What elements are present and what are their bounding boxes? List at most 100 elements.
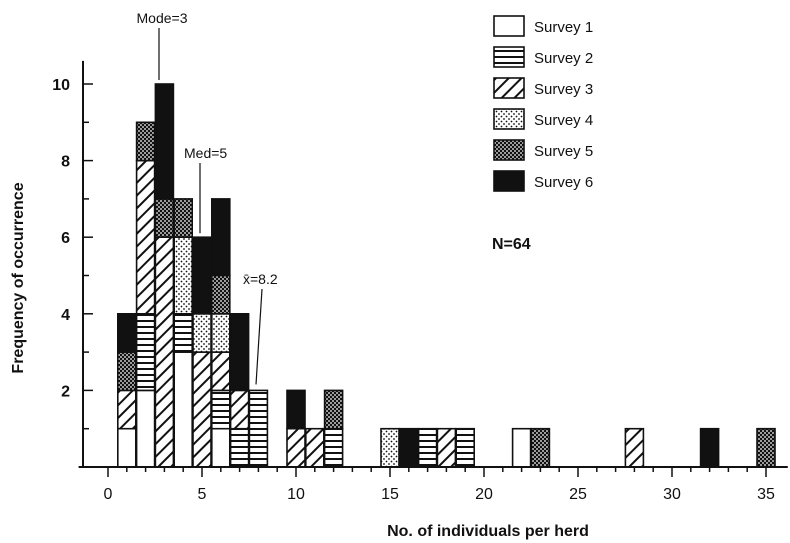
y-tick-label: 8 [61, 154, 70, 171]
bar-segment-survey-6 [229, 312, 250, 392]
bar-x-7 [229, 312, 250, 468]
bar-segment-survey-6 [154, 83, 175, 200]
legend-swatch [493, 15, 525, 37]
bar-segment-survey-1 [135, 389, 156, 468]
bar-x-23 [530, 427, 551, 468]
y-tick-label: 10 [52, 77, 70, 94]
legend-item-survey-5: Survey 5 [493, 139, 593, 161]
bar-x-8 [248, 389, 269, 468]
bar-segment-survey-6 [286, 389, 306, 430]
bar-x-3 [154, 83, 175, 468]
bar-segment-survey-4 [173, 236, 193, 315]
x-tick-label: 0 [104, 486, 113, 503]
bar-segment-survey-2 [229, 427, 250, 468]
bar-segment-survey-5 [173, 198, 193, 238]
bar-segment-survey-2 [173, 312, 193, 353]
y-tick-label: 4 [61, 307, 70, 324]
mode-annotation: Mode=3 [137, 10, 188, 26]
legend-item-survey-1: Survey 1 [493, 15, 593, 37]
bar-segment-survey-3 [436, 427, 457, 468]
bar-x-16 [398, 427, 419, 468]
bar-x-19 [455, 427, 476, 468]
median-annotation: Med=5 [184, 145, 227, 161]
bar-segment-survey-6 [211, 198, 231, 277]
legend: Survey 1 Survey 2 Survey 3 Survey 4 Survey 5… [493, 15, 593, 192]
x-tick-label: 10 [287, 486, 305, 503]
annotations-layer: Mode=3 Med=5 x̄=8.2 N=64 [137, 10, 531, 385]
legend-swatch [493, 46, 525, 68]
legend-item-survey-4: Survey 4 [493, 108, 593, 130]
bar-x-10 [286, 389, 306, 468]
bar-x-28 [624, 427, 645, 468]
bar-x-35 [756, 427, 776, 468]
bar-segment-survey-3 [229, 389, 250, 430]
x-tick-label: 35 [757, 486, 775, 503]
bar-segment-survey-5 [756, 427, 776, 468]
bar-segment-survey-3 [304, 427, 325, 468]
legend-label: Survey 4 [534, 112, 593, 129]
bar-segment-survey-6 [117, 312, 137, 353]
legend-label: Survey 6 [534, 174, 593, 191]
legend-item-survey-3: Survey 3 [493, 77, 593, 99]
bar-x-6 [211, 198, 231, 468]
legend-swatch [493, 77, 525, 99]
bar-segment-survey-1 [511, 427, 532, 468]
bar-segment-survey-5 [154, 198, 175, 238]
bar-segment-survey-3 [286, 427, 306, 468]
bar-segment-survey-5 [211, 274, 231, 315]
bar-x-2 [135, 121, 156, 468]
legend-swatch [493, 139, 525, 161]
x-tick-label: 15 [381, 486, 399, 503]
bar-x-12 [323, 389, 344, 468]
bar-segment-survey-4 [380, 427, 400, 468]
bar-segment-survey-5 [117, 351, 137, 392]
bar-segment-survey-2 [323, 427, 344, 468]
bar-segment-survey-3 [117, 389, 137, 430]
legend-swatch [493, 170, 525, 192]
bar-segment-survey-2 [248, 389, 269, 468]
bar-segment-survey-3 [192, 351, 212, 468]
bar-segment-survey-3 [624, 427, 645, 468]
legend-swatch [493, 108, 525, 130]
bar-x-5 [192, 236, 212, 468]
y-tick-label: 2 [61, 383, 70, 400]
bar-segment-survey-1 [173, 351, 193, 468]
bar-x-22 [511, 427, 532, 468]
bars-layer [117, 83, 776, 468]
bar-segment-survey-5 [530, 427, 551, 468]
y-axis-label: Frequency of occurrence [10, 182, 27, 373]
bar-segment-survey-4 [211, 312, 231, 353]
bar-segment-survey-1 [211, 427, 231, 468]
x-axis-label: No. of individuals per herd [387, 523, 589, 540]
sample-size-label: N=64 [492, 236, 531, 253]
bar-x-1 [117, 312, 137, 468]
legend-label: Survey 1 [534, 19, 593, 36]
axes-layer: 0 5 10 15 20 25 30 35 2 4 6 8 10 [52, 60, 788, 503]
bar-x-11 [304, 427, 325, 468]
x-tick-label: 25 [569, 486, 587, 503]
bar-segment-survey-3 [211, 351, 231, 392]
bar-segment-survey-3 [135, 159, 156, 315]
bar-x-32 [699, 427, 720, 468]
bar-segment-survey-5 [323, 389, 344, 430]
bar-x-4 [173, 198, 193, 468]
bar-x-17 [417, 427, 438, 468]
bar-segment-survey-1 [117, 427, 137, 468]
legend-label: Survey 2 [534, 50, 593, 67]
bar-segment-survey-5 [135, 121, 156, 162]
bar-segment-survey-6 [398, 427, 419, 468]
bar-segment-survey-3 [154, 236, 175, 468]
legend-label: Survey 3 [534, 81, 593, 98]
bar-segment-survey-4 [192, 312, 212, 353]
y-tick-label: 6 [61, 230, 70, 247]
legend-item-survey-2: Survey 2 [493, 46, 593, 68]
mean-leader-line [255, 288, 263, 385]
bar-x-18 [436, 427, 457, 468]
bar-segment-survey-6 [699, 427, 720, 468]
x-tick-label: 30 [663, 486, 681, 503]
mean-annotation: x̄=8.2 [243, 271, 278, 287]
x-tick-label: 20 [475, 486, 493, 503]
legend-item-survey-6: Survey 6 [493, 170, 593, 192]
bar-segment-survey-6 [192, 236, 212, 315]
